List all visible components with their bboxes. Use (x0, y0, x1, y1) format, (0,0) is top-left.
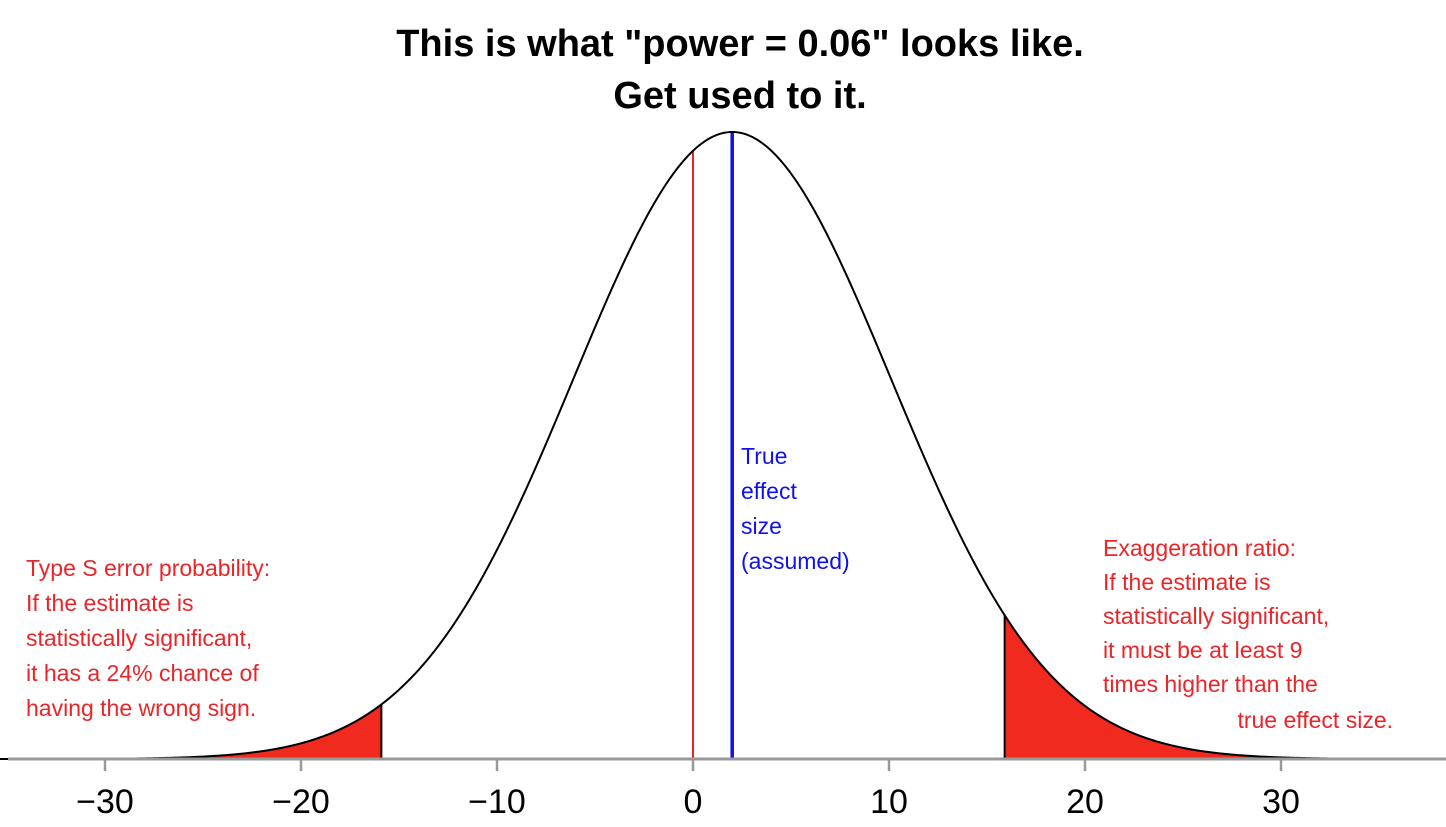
exaggeration-annotation: Exaggeration ratio: If the estimate is s… (1103, 535, 1393, 733)
x-tick-label: −20 (272, 783, 330, 821)
type-s-line-3: statistically significant, (26, 625, 252, 651)
exaggeration-line-2: If the estimate is (1103, 569, 1270, 595)
true-effect-line-1: True (741, 443, 787, 469)
type-s-annotation: Type S error probability: If the estimat… (26, 555, 270, 721)
type-s-line-5: having the wrong sign. (26, 695, 256, 721)
exaggeration-line-6: true effect size. (1237, 707, 1393, 733)
true-effect-line-4: (assumed) (741, 548, 850, 574)
type-s-line-4: it has a 24% chance of (26, 660, 259, 686)
x-axis-ticks: −30 −20 −10 0 10 20 30 (76, 759, 1300, 821)
density-curve (0, 130, 1446, 760)
upper-tail-region (1004, 615, 1446, 759)
plot-area: −30 −20 −10 0 10 20 30 (0, 130, 1446, 821)
x-tick-label: 30 (1262, 783, 1300, 821)
x-tick-label: 0 (684, 783, 703, 821)
lower-tail-region (0, 704, 382, 759)
true-effect-line-2: effect (741, 478, 797, 504)
type-s-line-1: Type S error probability: (26, 555, 270, 581)
chart-title: This is what "power = 0.06" looks like. … (396, 23, 1084, 117)
exaggeration-line-5: times higher than the (1103, 671, 1318, 697)
type-s-line-2: If the estimate is (26, 590, 193, 616)
true-effect-line-3: size (741, 513, 782, 539)
exaggeration-line-3: statistically significant, (1103, 603, 1329, 629)
title-line-1: This is what "power = 0.06" looks like. (396, 23, 1084, 65)
x-tick-label: 20 (1066, 783, 1104, 821)
title-line-2: Get used to it. (613, 75, 866, 117)
x-tick-label: −10 (468, 783, 526, 821)
exaggeration-line-1: Exaggeration ratio: (1103, 535, 1296, 561)
x-tick-label: −30 (76, 783, 134, 821)
exaggeration-line-4: it must be at least 9 (1103, 637, 1302, 663)
true-effect-annotation: True effect size (assumed) (741, 443, 850, 574)
x-tick-label: 10 (870, 783, 908, 821)
